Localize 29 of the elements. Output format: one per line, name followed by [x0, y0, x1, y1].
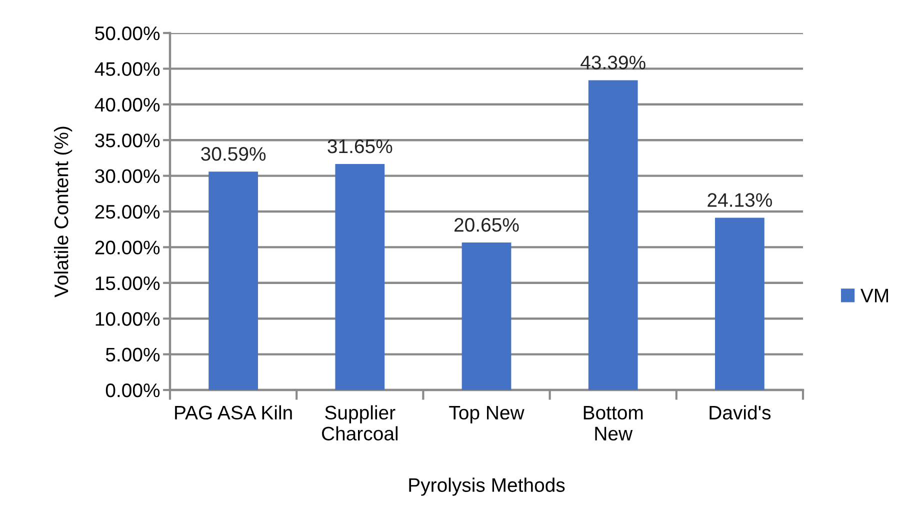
y-tick-label: 45.00% [94, 62, 160, 76]
y-tick-label: 35.00% [95, 134, 160, 148]
y-tick-label: 30.00% [95, 169, 160, 184]
legend-label: VM [860, 288, 888, 302]
bar [462, 242, 512, 390]
y-tick-label: 0.00% [106, 383, 160, 398]
bar [208, 172, 258, 390]
y-tick-label: 5.00% [106, 348, 160, 362]
y-tick-label: 20.00% [95, 240, 160, 254]
y-tick-label: 10.00% [96, 312, 160, 326]
y-tick-label: 25.00% [95, 204, 160, 219]
x-tick-label: Supplier Charcoal [322, 405, 398, 441]
bar [588, 80, 638, 390]
data-label: 30.59% [201, 147, 266, 161]
x-tick-label: PAG ASA Kiln [175, 405, 292, 420]
y-tick-label: 40.00% [94, 98, 160, 112]
bar [715, 218, 764, 390]
x-tick-label: Top New [449, 406, 524, 424]
x-tick-label: Bottom New [584, 406, 643, 441]
x-axis-title: Pyrolysis Methods [409, 478, 565, 496]
bar [335, 164, 385, 390]
data-label: 24.13% [708, 193, 772, 207]
y-tick-label: 50.00% [95, 26, 160, 40]
x-tick-label: David's [710, 405, 771, 420]
data-label: 31.65% [328, 139, 392, 154]
data-label: 43.39% [580, 56, 646, 70]
y-axis-title: Volatile Content (%) [54, 126, 72, 298]
y-tick-label: 15.00% [96, 276, 160, 290]
data-label: 20.65% [454, 218, 519, 232]
